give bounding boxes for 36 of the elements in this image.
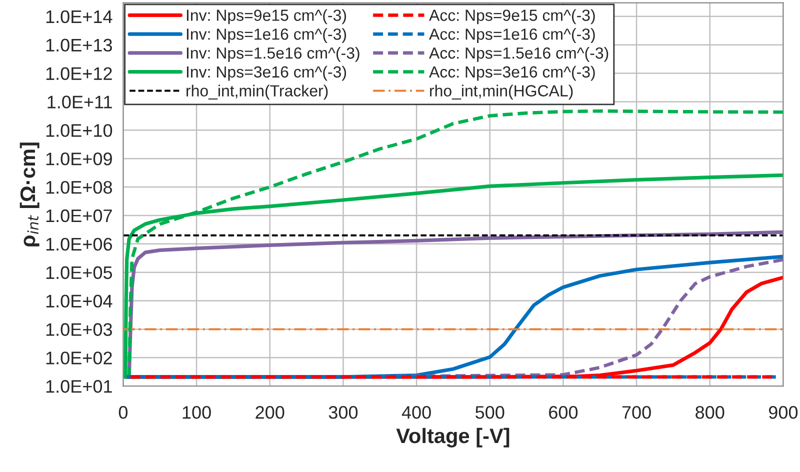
x-tick-label: 700 xyxy=(622,406,651,419)
y-tick-label: 1.0E+05 xyxy=(46,266,112,280)
x-tick-label: 900 xyxy=(768,406,798,419)
y-tick-label: 1.0E+04 xyxy=(46,294,112,308)
legend-label: Acc: Nps=3e16 cm^(-3) xyxy=(429,66,595,81)
x-tick-label: 300 xyxy=(328,406,358,419)
legend-label: Inv: Nps=9e15 cm^(-3) xyxy=(186,9,346,24)
y-axis-title: ρ$_{int}$ [Ω·cm] xyxy=(20,142,40,246)
legend-label: Acc: Nps=1.5e16 cm^(-3) xyxy=(429,46,608,62)
legend-label: Inv: Nps=3e16 cm^(-3) xyxy=(186,66,346,81)
legend-label: Acc: Nps=1e16 cm^(-3) xyxy=(429,28,595,43)
legend-label: rho_int,min(HGCAL) xyxy=(430,84,573,100)
y-tick-label: 1.0E+09 xyxy=(46,152,112,166)
x-tick-label: 400 xyxy=(402,406,431,419)
y-tick-label: 1.0E+07 xyxy=(46,209,112,222)
y-tick-label: 1.0E+06 xyxy=(46,238,112,251)
x-tick-label: 600 xyxy=(549,406,578,419)
y-tick-label: 1.0E+14 xyxy=(46,10,112,24)
x-tick-label: 800 xyxy=(696,406,724,419)
x-tick-label: 500 xyxy=(476,406,504,419)
y-tick-label: 1.0E+03 xyxy=(46,323,112,336)
y-tick-label: 1.0E+12 xyxy=(46,67,112,80)
x-tick-label: 200 xyxy=(256,406,284,419)
y-tick-label: 1.0E+13 xyxy=(46,38,112,52)
legend-label: Acc: Nps=9e15 cm^(-3) xyxy=(429,9,595,24)
x-tick-label: 100 xyxy=(182,406,211,419)
legend-label: rho_int,min(Tracker) xyxy=(186,84,328,100)
y-tick-label: 1.0E+02 xyxy=(46,352,112,364)
legend-label: Inv: Nps=1e16 cm^(-3) xyxy=(186,28,346,43)
y-tick-label: 1.0E+01 xyxy=(46,380,112,393)
y-tick-label: 1.0E+10 xyxy=(46,124,112,137)
x-axis-title: Voltage [-V] xyxy=(396,428,510,448)
legend-label: Inv: Nps=1.5e16 cm^(-3) xyxy=(186,46,360,62)
y-tick-label: 1.0E+08 xyxy=(46,180,112,194)
y-tick-label: 1.0E+11 xyxy=(48,96,112,108)
x-tick-label: 0 xyxy=(118,406,128,419)
